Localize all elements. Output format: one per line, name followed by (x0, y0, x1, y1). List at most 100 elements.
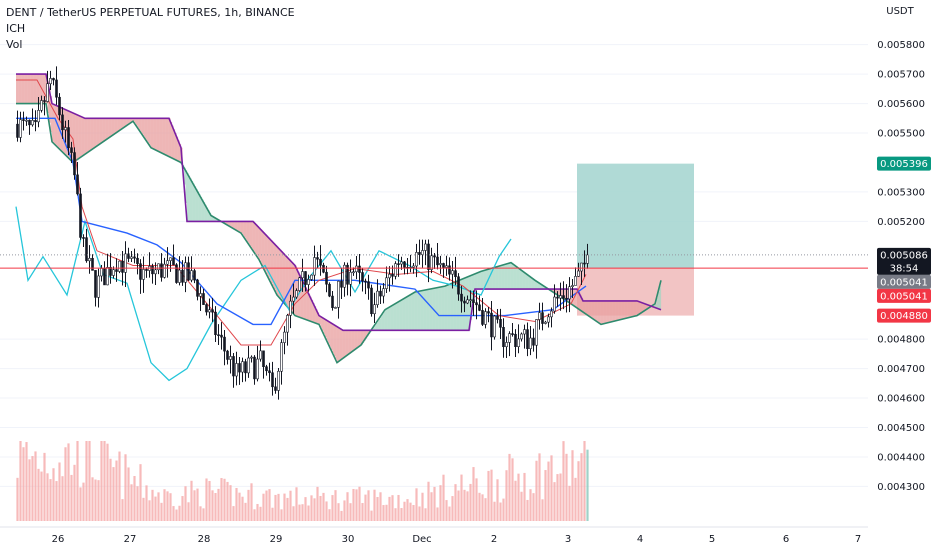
cloud-slice (620, 300, 623, 320)
candle-body (46, 83, 49, 102)
candle-body (379, 290, 382, 297)
volume-bar (31, 456, 34, 521)
cloud-slice (332, 323, 335, 354)
candle-body (376, 290, 379, 305)
cloud-slice (166, 118, 168, 156)
candle-body (52, 78, 55, 81)
candle-body (487, 311, 490, 314)
cloud-slice (415, 292, 417, 331)
time-tick-label: 3 (565, 534, 571, 545)
volume-bar (406, 499, 409, 521)
candle-body (232, 356, 235, 377)
cloud-slice (308, 293, 311, 321)
volume-bar (583, 441, 586, 521)
volume-bar (463, 489, 466, 521)
cloud-slice (131, 118, 134, 123)
volume-bar (484, 498, 487, 521)
cloud-slice (194, 186, 197, 222)
cloud-slice (34, 74, 36, 104)
profit-zone (577, 163, 694, 269)
cloud-slice (628, 300, 630, 318)
candle-body (574, 276, 577, 286)
volume-bar (511, 458, 514, 521)
volume-bar (541, 499, 544, 521)
cloud-slice (113, 118, 116, 135)
cloud-slice (104, 118, 107, 141)
cloud-slice (175, 133, 177, 160)
volume-bar (124, 454, 127, 521)
cloud-slice (205, 204, 207, 222)
volume-bar (472, 467, 475, 521)
cloud-slice (20, 74, 23, 104)
candle-body (586, 254, 589, 264)
volume-bar (28, 459, 31, 521)
cloud-slice (260, 229, 263, 263)
volume-bar (229, 485, 232, 521)
time-tick-label: 4 (637, 534, 643, 545)
cloud-slice (512, 263, 515, 290)
cloud-slice (562, 289, 564, 298)
cloud-slice (247, 221, 249, 242)
cloud-slice (127, 118, 129, 126)
cloud-slice (338, 327, 341, 362)
volume-bar (262, 493, 265, 521)
cloud-slice (608, 300, 611, 323)
candle-body (262, 350, 265, 368)
volume-bar (499, 502, 502, 521)
candle-body (43, 100, 46, 102)
volume-bar (109, 458, 112, 521)
candle-body (400, 261, 403, 265)
volume-bar (250, 483, 253, 521)
volume-bar (475, 478, 478, 521)
cloud-slice (95, 118, 98, 147)
cloud-slice (215, 218, 218, 222)
cloud-slice (19, 74, 21, 104)
cloud-slice (262, 230, 264, 266)
symbol-title[interactable]: DENT / TetherUS PERPETUAL FUTURES, 1h, B… (6, 6, 295, 19)
volume-bar (442, 474, 445, 521)
candle-body (184, 262, 187, 283)
indicator-volume-label[interactable]: Vol (6, 38, 23, 51)
candle-body (82, 237, 85, 239)
candle-body (514, 333, 517, 347)
volume-bar (316, 486, 319, 521)
position-zones (577, 163, 694, 316)
candle-body (265, 366, 268, 372)
cloud-slice (553, 289, 555, 293)
cloud-slice (490, 268, 492, 290)
volume-bar (490, 469, 493, 521)
cloud-slice (596, 300, 599, 322)
volume-bar (418, 506, 421, 521)
cloud-slice (416, 291, 419, 331)
candle-body (157, 263, 160, 271)
cloud-slice (283, 252, 285, 302)
candle-body (373, 304, 376, 315)
cloud-slice (644, 303, 647, 311)
candle-body (322, 264, 325, 273)
cloud-slice (437, 287, 440, 331)
cloud-slice (443, 286, 446, 331)
indicator-ichimoku-label[interactable]: ICH (6, 22, 26, 35)
cloud-slice (271, 240, 273, 284)
horizontal-line[interactable] (0, 254, 868, 269)
cloud-slice (190, 178, 192, 222)
cloud-slice (263, 232, 266, 269)
cloud-slice (208, 210, 210, 222)
time-axis-ticks[interactable]: 26 27 28 29 30 Dec 2 3 4 5 6 7 (52, 534, 862, 545)
cloud-slice (25, 74, 27, 104)
volume-bar (493, 501, 496, 521)
cloud-slice (349, 330, 351, 354)
candle-body (325, 271, 328, 285)
cloud-slice (74, 113, 77, 162)
volume-bar (532, 493, 535, 521)
cloud-slice (602, 300, 605, 325)
candle-body (364, 280, 367, 283)
cloud-slice (488, 269, 491, 290)
candles (16, 66, 589, 400)
cloud-slice (86, 118, 89, 154)
cloud-slice (299, 274, 302, 318)
cloud-slice (647, 304, 650, 309)
cloud-slice (257, 226, 260, 258)
